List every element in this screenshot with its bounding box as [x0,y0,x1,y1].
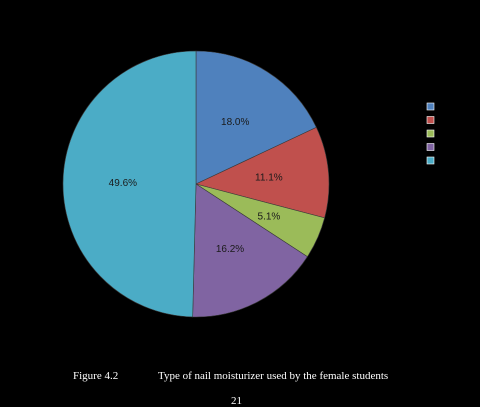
data-label-3: 5.1% [258,211,281,222]
pie-chart-svg: 18.0% 11.1% 5.1% 16.2% 49.6% [62,50,435,318]
pie-slice-4 [192,183,308,318]
pie-chart: 18.0% 11.1% 5.1% 16.2% 49.6% [62,50,435,318]
legend-swatch-1 [426,102,435,111]
data-label-4: 16.2% [216,244,244,255]
figure-number: Figure 4.2 [73,370,119,382]
data-label-1: 18.0% [221,117,249,128]
pie-slice-5 [62,50,197,318]
pie-slice-2 [195,126,330,219]
legend-swatch-5 [426,156,435,165]
legend-swatch-4 [426,143,435,151]
data-label-2: 11.1% [255,172,283,183]
pie-slices [62,50,330,318]
pie-data-labels: 18.0% 11.1% 5.1% 16.2% 49.6% [109,117,283,255]
legend-swatch-2 [426,116,435,124]
pie-slice-1 [195,50,317,185]
figure-caption-row: Figure 4.2 Type of nail moisturizer used… [0,370,480,386]
data-label-5: 49.6% [109,178,137,189]
legend [426,102,435,165]
figure-caption: Type of nail moisturizer used by the fem… [158,370,389,382]
legend-swatch-3 [426,129,435,138]
page-number: 21 [231,395,242,407]
